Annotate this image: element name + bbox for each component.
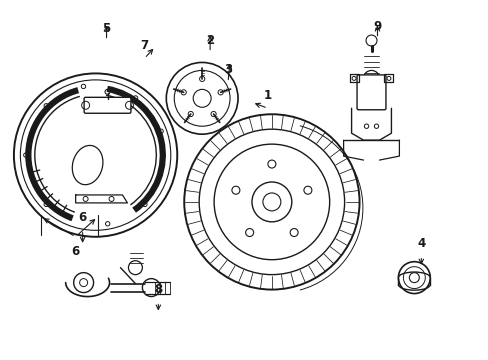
Text: 8: 8	[154, 283, 162, 296]
Text: 6: 6	[79, 211, 86, 224]
Circle shape	[408, 273, 419, 283]
Text: 9: 9	[373, 19, 381, 32]
Circle shape	[193, 89, 211, 107]
Ellipse shape	[72, 145, 102, 185]
Text: 1: 1	[264, 89, 271, 102]
Text: 3: 3	[224, 63, 232, 76]
Text: 6: 6	[71, 245, 80, 258]
Text: 2: 2	[205, 33, 214, 46]
Text: 5: 5	[102, 22, 110, 35]
Text: 4: 4	[416, 237, 425, 250]
Circle shape	[263, 193, 280, 211]
FancyBboxPatch shape	[84, 97, 131, 113]
FancyBboxPatch shape	[356, 75, 385, 110]
Text: 7: 7	[140, 40, 148, 53]
